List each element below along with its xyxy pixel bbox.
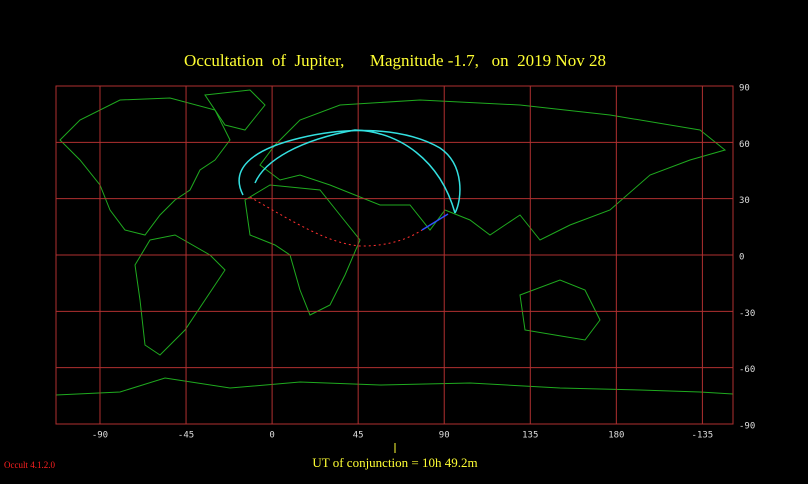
greenland (204, 89, 266, 131)
x-tick-label: 45 (353, 431, 364, 441)
x-tick-label: 135 (522, 431, 538, 441)
y-tick-label: -90 (739, 422, 755, 432)
y-tick-label: -30 (739, 309, 755, 319)
x-tick-label: 90 (439, 431, 450, 441)
x-tick-label: -45 (178, 431, 194, 441)
y-tick-label: -60 (739, 365, 755, 375)
x-tick-label: -90 (92, 431, 108, 441)
y-tick-label: 60 (739, 140, 750, 150)
coastlines (55, 89, 734, 396)
south-america (134, 234, 226, 356)
grid (55, 85, 734, 425)
x-tick-label: 180 (608, 431, 624, 441)
daylight-track (249, 196, 423, 247)
eurasia (259, 99, 727, 241)
occultation-paths (238, 129, 461, 247)
footer: UT of conjunction = 10h 49.2m (312, 455, 477, 470)
x-tick-label: 0 (269, 431, 274, 441)
map-title: Occultation of Jupiter, Magnitude -1.7, … (184, 51, 606, 70)
north-america (59, 97, 231, 236)
version: Occult 4.1.2.0 (4, 460, 55, 470)
night-track (421, 213, 449, 231)
y-tick-label: 30 (739, 196, 750, 206)
x-tick-label: -135 (692, 431, 714, 441)
visibility-limit (254, 129, 456, 214)
africa (244, 184, 361, 316)
y-tick-label: 0 (739, 253, 744, 263)
y-tick-label: 90 (739, 84, 750, 94)
antarctica (55, 377, 734, 396)
